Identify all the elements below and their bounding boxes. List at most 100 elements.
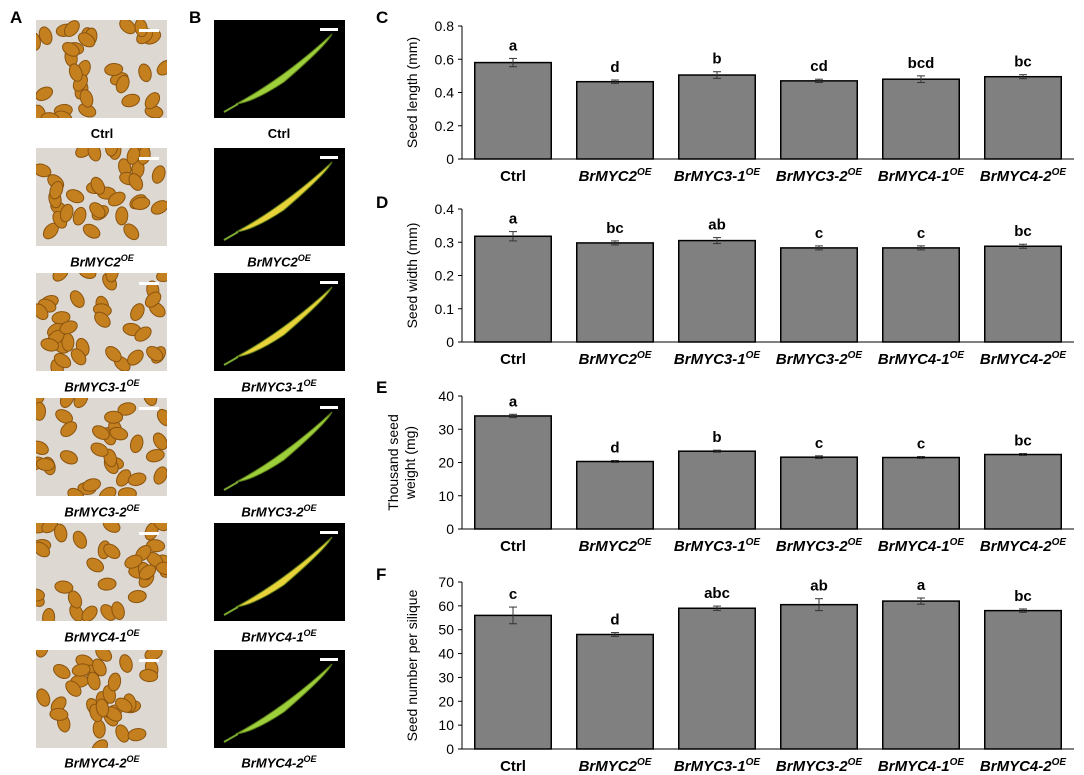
panel-label-a: A: [10, 8, 23, 27]
significance-letter: b: [712, 51, 721, 68]
seed: [105, 346, 122, 363]
seed: [117, 487, 137, 496]
caption-text: BrMYC2: [70, 254, 121, 270]
panel-label-b: B: [189, 8, 202, 27]
seed: [109, 426, 129, 441]
seed: [134, 20, 148, 38]
caption-text: Ctrl: [267, 126, 291, 141]
caption-superscript: OE: [120, 253, 134, 263]
scale-bar: [320, 531, 338, 534]
seed: [82, 223, 101, 239]
seed: [68, 63, 83, 82]
seed-photo: [36, 650, 167, 748]
caption-superscript: OE: [126, 503, 140, 513]
seed: [98, 486, 117, 496]
x-tick-label: BrMYC2OE: [579, 537, 652, 555]
significance-letter: a: [917, 577, 926, 594]
silique: [235, 411, 333, 483]
seed: [138, 63, 152, 83]
seed: [119, 20, 136, 35]
panel-label-c: C: [376, 8, 389, 27]
x-tick-label: BrMYC3-1OE: [674, 167, 760, 185]
silique-photo: [214, 20, 345, 118]
seed: [59, 398, 75, 408]
silique: [235, 161, 333, 233]
y-tick-label: 0: [446, 151, 454, 167]
seed: [94, 311, 111, 328]
caption-text: BrMYC3-1: [241, 379, 304, 395]
seed: [36, 650, 49, 658]
seed: [59, 450, 78, 465]
x-tick-label: BrMYC4-2OE: [980, 167, 1066, 185]
seed: [49, 707, 69, 721]
y-axis-label: Seed number per silique: [404, 589, 420, 741]
seed: [40, 338, 60, 352]
scale-bar: [320, 156, 338, 159]
x-tick-label: BrMYC2OE: [579, 350, 652, 368]
caption-superscript: OE: [126, 628, 140, 638]
silique-photo: [214, 398, 345, 496]
x-tick-label: BrMYC2OE: [579, 167, 652, 185]
caption-text: BrMYC4-2: [241, 755, 304, 771]
seed: [90, 442, 109, 457]
seed: [102, 523, 121, 533]
seed: [70, 348, 87, 366]
scale-bar: [320, 658, 338, 661]
seed-photo: [36, 20, 167, 118]
seed: [36, 541, 51, 558]
seed: [156, 59, 167, 76]
x-tick-label: BrMYC3-2OE: [776, 757, 862, 775]
bar: [780, 247, 858, 343]
seed: [115, 724, 130, 743]
seed: [36, 104, 47, 118]
bar: [678, 607, 756, 750]
x-tick-label: BrMYC4-1OE: [878, 167, 964, 185]
seed: [111, 601, 125, 621]
scale-bar: [139, 407, 159, 410]
caption-superscript: OE: [303, 754, 317, 764]
seed: [105, 273, 119, 283]
y-tick-label: 60: [438, 598, 454, 614]
significance-letter: bcd: [908, 55, 935, 72]
caption-superscript: OE: [303, 503, 317, 513]
caption-superscript: OE: [303, 628, 317, 638]
panel-label-f: F: [376, 565, 387, 584]
seed: [144, 291, 162, 308]
seed: [65, 189, 85, 204]
seed: [51, 311, 71, 325]
bar: [882, 247, 960, 343]
seed-photo: [36, 523, 167, 621]
seed: [127, 472, 147, 487]
bar: [474, 614, 552, 750]
seed: [36, 398, 46, 406]
seed: [59, 203, 74, 223]
silique-photo: [214, 273, 345, 371]
seed: [67, 487, 85, 496]
seed: [128, 173, 144, 191]
seed: [87, 671, 101, 691]
seed: [124, 554, 143, 569]
caption-superscript: OE: [126, 378, 140, 388]
seed: [87, 148, 102, 162]
seed: [155, 561, 167, 576]
significance-letter: bc: [1014, 588, 1032, 605]
significance-letter: cd: [810, 58, 828, 75]
seed: [156, 408, 167, 427]
seed: [53, 663, 71, 680]
significance-letter: b: [712, 429, 721, 446]
seed: [143, 398, 158, 407]
seed: [59, 320, 78, 335]
seed: [103, 543, 121, 559]
seed: [151, 165, 166, 184]
bar: [984, 453, 1062, 530]
y-tick-label: 0.4: [435, 85, 455, 101]
significance-letter: c: [917, 225, 925, 242]
y-tick-label: 10: [438, 717, 454, 733]
y-tick-label: 0.4: [435, 201, 455, 217]
seed: [134, 326, 152, 342]
seed: [69, 290, 85, 308]
x-tick-label: BrMYC4-1OE: [878, 537, 964, 555]
seed: [75, 148, 93, 158]
seed: [152, 432, 167, 451]
seed: [153, 466, 167, 485]
